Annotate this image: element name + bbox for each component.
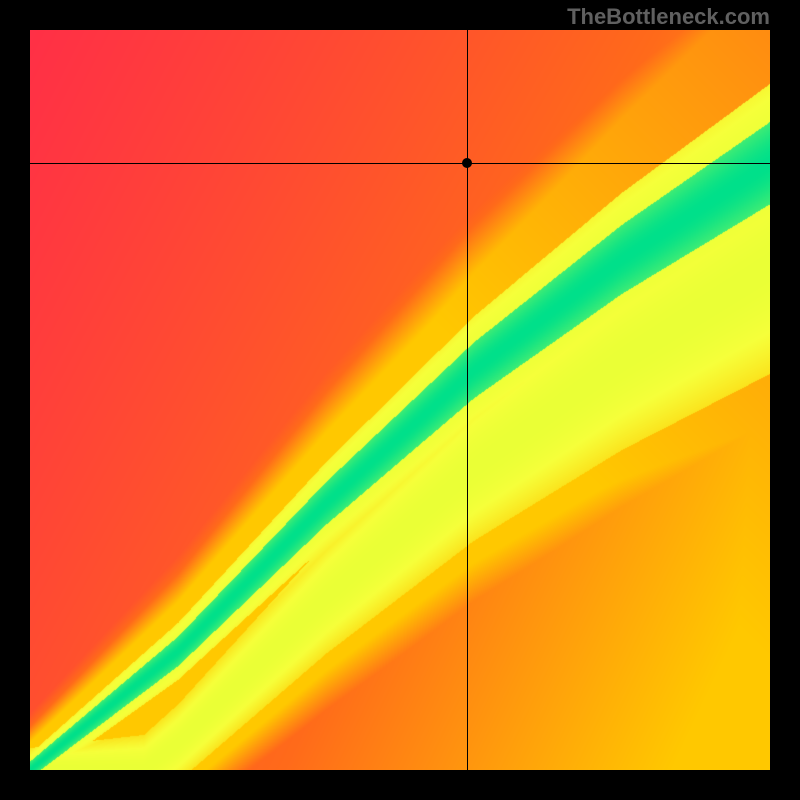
heatmap-canvas (30, 30, 770, 770)
attribution-text: TheBottleneck.com (567, 4, 770, 30)
crosshair-marker (462, 158, 472, 168)
crosshair-vertical (467, 30, 468, 770)
heatmap-plot (30, 30, 770, 770)
crosshair-horizontal (30, 163, 770, 164)
